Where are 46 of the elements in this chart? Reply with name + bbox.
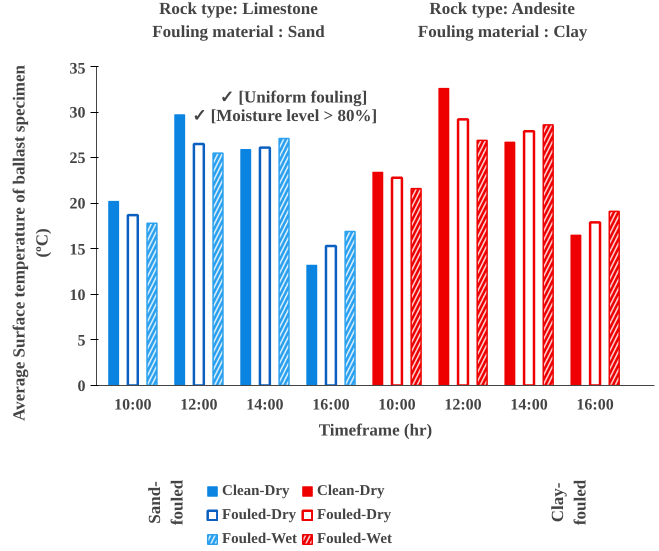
- bar: [324, 244, 338, 386]
- y-tick-label: 5: [78, 332, 86, 350]
- y-axis-title: Average Surface temperature of ballast specimen (ºC): [10, 64, 52, 421]
- bar: [306, 264, 318, 386]
- x-tick-label: 10:00: [114, 396, 152, 414]
- annotation: ✓ [Moisture level > 80%]: [192, 106, 378, 125]
- x-tick-label: 14:00: [246, 396, 284, 414]
- legend-label: Fouled-Wet: [317, 530, 392, 548]
- bar: [192, 142, 206, 386]
- bar: [108, 200, 120, 386]
- y-tick-label: 0: [78, 378, 86, 395]
- x-tick-label: 16:00: [312, 396, 350, 414]
- bar: [372, 172, 384, 386]
- bar: [240, 148, 252, 386]
- annotation: ✓ [Uniform fouling]: [220, 88, 368, 107]
- bar: [588, 221, 602, 386]
- x-tick-label: 16:00: [576, 396, 614, 414]
- bar: [126, 214, 140, 386]
- bar: [258, 146, 272, 386]
- bar: [438, 88, 450, 386]
- text: Rock type: Andesite Fouling material : Clay: [418, 0, 588, 41]
- legend-label: Fouled-Dry: [317, 506, 392, 524]
- text: Sand- fouled: [144, 479, 187, 526]
- legend-label: Clean-Dry: [222, 482, 290, 500]
- y-tick-label: 15: [70, 241, 86, 258]
- bar: [522, 130, 536, 386]
- bar: [504, 142, 516, 386]
- y-tick-label: 35: [70, 60, 86, 78]
- y-tick-label: 10: [70, 286, 86, 304]
- x-tick-label: 10:00: [378, 396, 416, 414]
- legend-label: Clean-Dry: [317, 482, 384, 500]
- text: Clay- fouled: [548, 479, 590, 526]
- x-axis-title: Timeframe (hr): [318, 420, 432, 440]
- x-tick-label: 12:00: [180, 396, 218, 414]
- y-tick-label: 30: [70, 104, 86, 122]
- y-tick-label: 20: [70, 196, 86, 213]
- bar: [174, 114, 186, 386]
- bar: [390, 176, 404, 386]
- legend-label: Fouled-Wet: [222, 530, 297, 548]
- y-tick-label: 25: [70, 150, 86, 168]
- bar: [456, 118, 470, 386]
- legend-label: Fouled-Dry: [222, 506, 296, 524]
- x-tick-label: 14:00: [510, 396, 548, 414]
- bar: [570, 234, 582, 386]
- x-tick-label: 12:00: [444, 396, 482, 414]
- text: Rock type: Limestone Fouling material : Sand: [152, 0, 326, 41]
